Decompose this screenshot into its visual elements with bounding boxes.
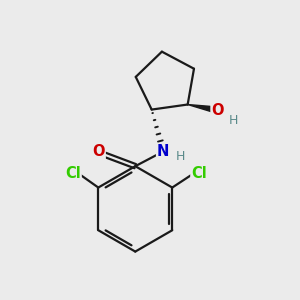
Text: O: O bbox=[92, 144, 105, 159]
Text: Cl: Cl bbox=[191, 166, 207, 181]
Polygon shape bbox=[188, 104, 218, 113]
Text: O: O bbox=[212, 103, 224, 118]
Text: N: N bbox=[157, 144, 170, 159]
Text: H: H bbox=[229, 114, 239, 127]
Text: H: H bbox=[176, 150, 186, 163]
Text: Cl: Cl bbox=[65, 166, 81, 181]
